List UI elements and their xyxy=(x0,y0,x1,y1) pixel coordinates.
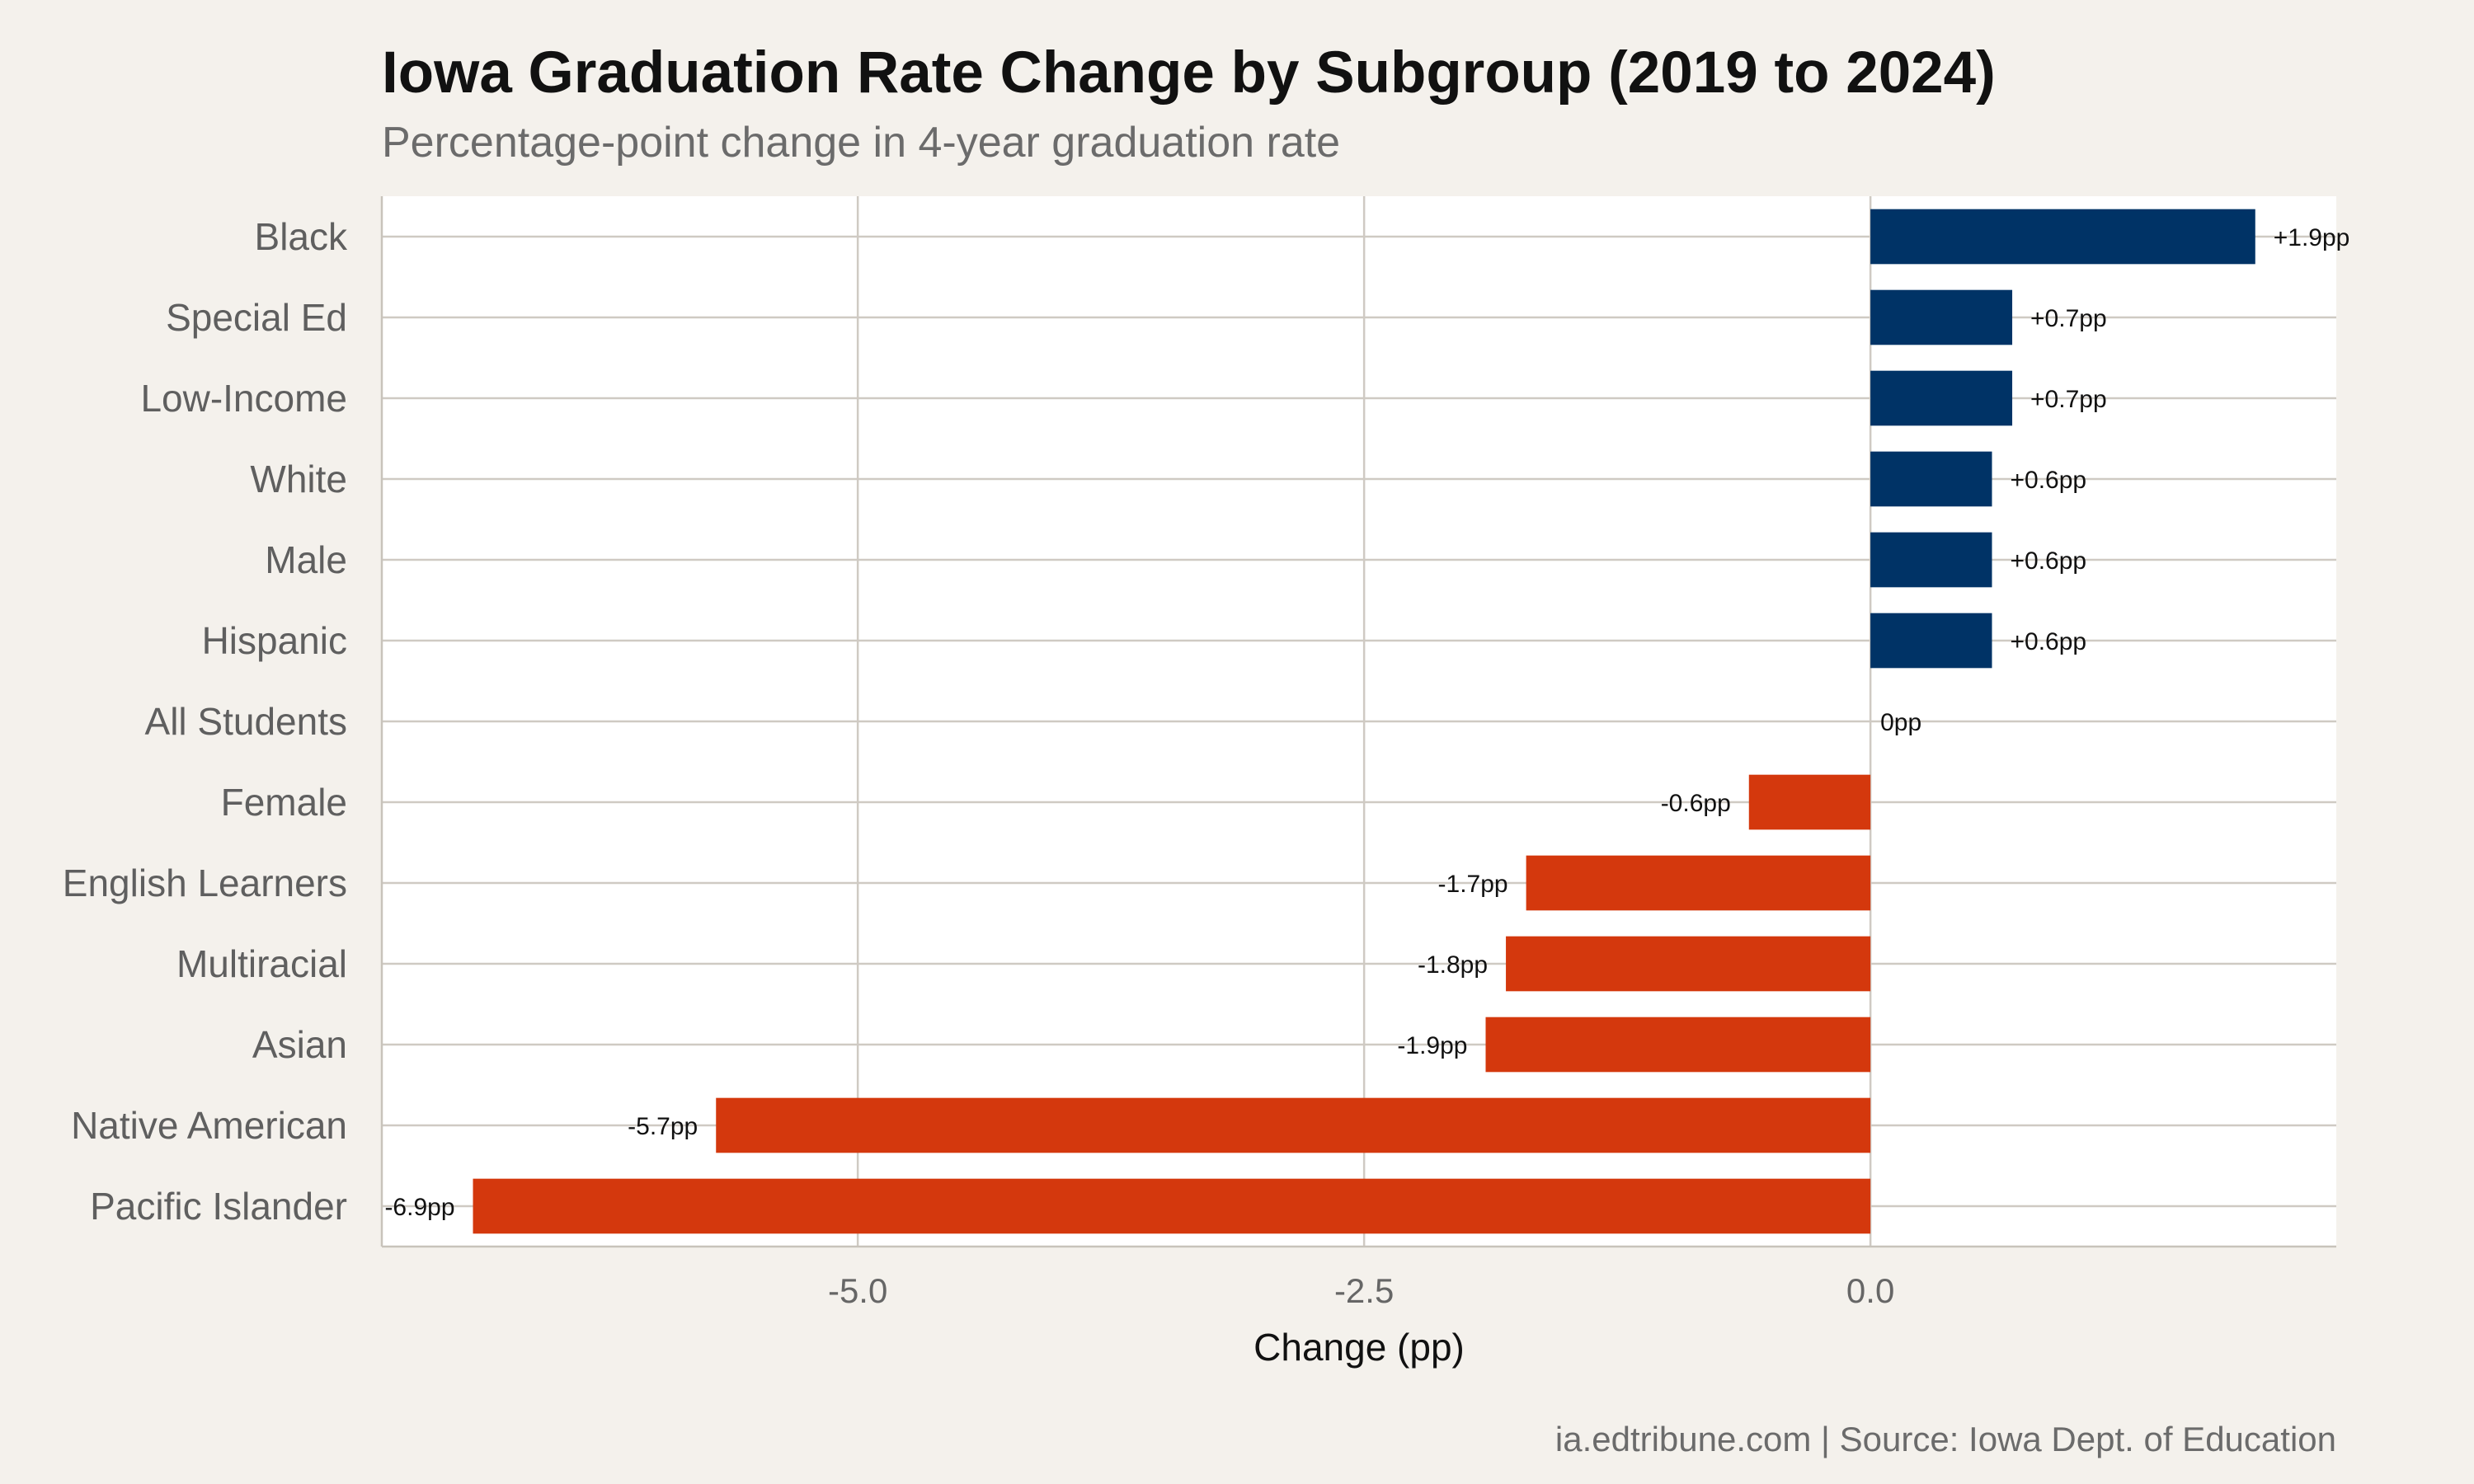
bar xyxy=(1870,451,1992,507)
bar xyxy=(1748,774,1871,830)
value-label: +0.6pp xyxy=(2010,628,2086,655)
category-label: Asian xyxy=(252,1023,347,1066)
x-tick-label: -2.5 xyxy=(1334,1271,1394,1310)
bar xyxy=(1870,289,2013,345)
bar xyxy=(716,1097,1871,1153)
value-label: -0.6pp xyxy=(1661,790,1731,817)
value-label: +0.7pp xyxy=(2030,305,2107,332)
value-label: 0pp xyxy=(1880,709,1921,736)
value-label: -1.7pp xyxy=(1438,871,1508,898)
value-label: +1.9pp xyxy=(2274,224,2350,251)
category-label: Low-Income xyxy=(140,377,347,420)
bar xyxy=(1870,370,2013,426)
category-label: Male xyxy=(265,538,347,581)
category-label: Female xyxy=(221,781,347,824)
chart-subtitle: Percentage-point change in 4-year gradua… xyxy=(382,119,1340,167)
category-label: Pacific Islander xyxy=(90,1185,347,1228)
chart-caption: ia.edtribune.com | Source: Iowa Dept. of… xyxy=(1555,1420,2336,1458)
bar xyxy=(1870,532,1992,588)
value-label: -1.9pp xyxy=(1397,1032,1467,1059)
x-tick-label: 0.0 xyxy=(1846,1271,1894,1310)
value-label: +0.6pp xyxy=(2010,467,2086,494)
bar xyxy=(473,1178,1871,1234)
category-label: Black xyxy=(255,215,348,258)
category-labels: Black Special Ed Low-Income White Male Hispan… xyxy=(63,215,348,1228)
category-label: Native American xyxy=(71,1104,347,1147)
bar xyxy=(1485,1017,1871,1073)
category-label: White xyxy=(250,458,347,500)
category-label: English Learners xyxy=(63,862,347,904)
value-label: -5.7pp xyxy=(628,1113,698,1140)
bars xyxy=(473,209,2255,1234)
bar xyxy=(1870,613,1992,669)
bar xyxy=(1526,855,1871,911)
value-label: -6.9pp xyxy=(384,1194,454,1221)
category-label: Special Ed xyxy=(166,296,347,339)
value-labels: +1.9pp +0.7pp +0.7pp +0.6pp +0.6pp +0.6pp 0pp -… xyxy=(384,224,2349,1221)
bar xyxy=(1506,936,1871,992)
value-label: +0.7pp xyxy=(2030,386,2107,413)
x-tick-label: -5.0 xyxy=(828,1271,887,1310)
bar xyxy=(1870,209,2255,265)
x-tick-labels: -5.0 -2.5 0.0 xyxy=(828,1271,1894,1310)
category-label: All Students xyxy=(145,700,347,743)
value-label: -1.8pp xyxy=(1418,951,1488,979)
chart-title: Iowa Graduation Rate Change by Subgroup … xyxy=(382,40,1996,106)
x-axis-title: Change (pp) xyxy=(1253,1326,1465,1369)
category-label: Hispanic xyxy=(202,619,347,662)
category-label: Multiracial xyxy=(176,942,347,985)
value-label: +0.6pp xyxy=(2010,547,2086,575)
